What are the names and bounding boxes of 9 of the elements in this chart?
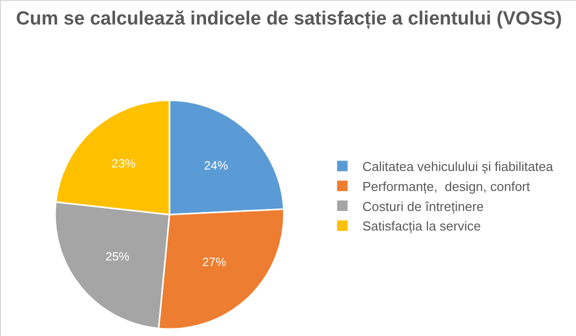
legend-label: Performanțe, design, confort bbox=[362, 178, 530, 194]
data-label: 23% bbox=[112, 156, 136, 170]
data-label: 24% bbox=[204, 158, 228, 173]
legend-label: Satisfacția la service bbox=[362, 218, 481, 234]
legend-label: Costuri de întreținere bbox=[362, 198, 484, 214]
data-label: 25% bbox=[105, 250, 130, 264]
chart-title: Cum se calculează indicele de satisfacție a clientului (VOSS) bbox=[16, 8, 562, 30]
data-label: 27% bbox=[202, 254, 227, 269]
legend-label: Calitatea vehiculului și fiabilitatea bbox=[362, 159, 554, 174]
